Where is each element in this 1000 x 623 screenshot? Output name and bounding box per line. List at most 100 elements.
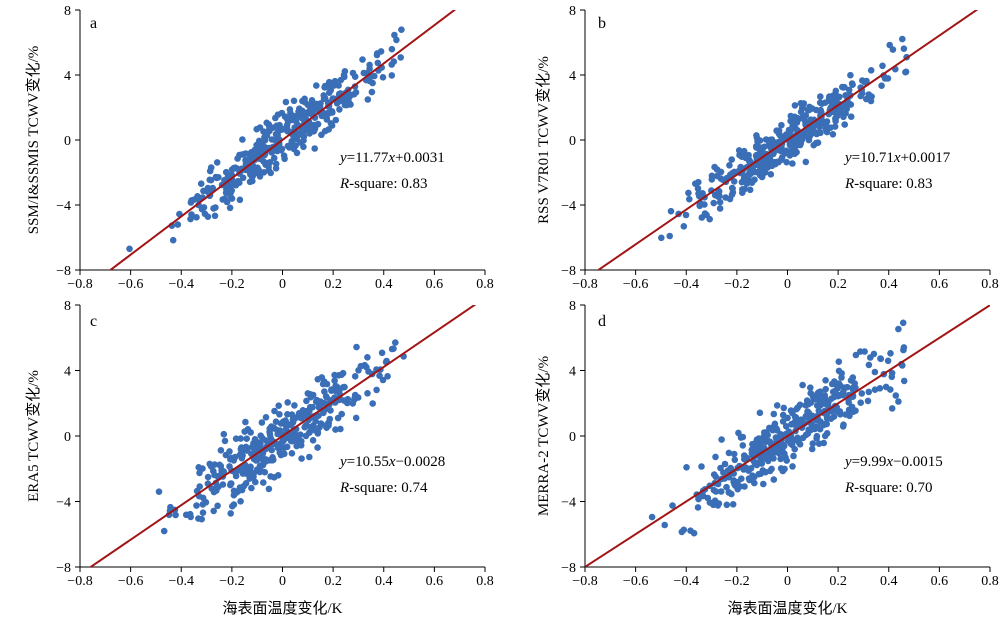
data-point: [193, 502, 200, 509]
data-point: [799, 417, 806, 425]
y-tick-label: −8: [561, 561, 576, 576]
data-point: [717, 168, 725, 176]
data-point: [252, 478, 259, 486]
data-point: [272, 130, 280, 138]
data-point: [753, 132, 760, 139]
data-point: [863, 77, 870, 85]
data-point: [209, 184, 216, 192]
data-point: [244, 426, 252, 433]
data-point: [776, 432, 784, 440]
data-point: [840, 113, 847, 121]
data-point: [307, 109, 315, 116]
data-point: [308, 97, 316, 104]
data-point: [337, 425, 344, 433]
data-point: [236, 151, 243, 159]
data-point: [820, 439, 827, 447]
x-tick-label: 0.8: [476, 277, 494, 292]
data-point: [780, 404, 788, 412]
data-point: [206, 176, 213, 184]
data-point: [332, 116, 340, 124]
data-point: [823, 128, 831, 136]
data-point: [882, 383, 890, 391]
data-point: [741, 483, 748, 490]
data-point: [283, 443, 291, 451]
data-point: [294, 130, 301, 137]
x-tick-label: 0.6: [931, 574, 949, 589]
x-tick-label: −0.2: [724, 277, 749, 292]
data-point: [720, 469, 727, 477]
x-tick-label: −0.2: [219, 277, 244, 292]
data-point: [794, 404, 801, 411]
data-point: [268, 136, 276, 143]
data-point: [757, 455, 764, 463]
y-tick-label: −4: [561, 496, 576, 511]
data-point: [782, 423, 790, 430]
data-point: [377, 48, 385, 55]
panel-c: −0.8 −0.6 −0.4 −0.2 0 0.2 0.4 0.6 0.8 −8 −4 0 4 8 ERA5…: [25, 299, 494, 617]
data-point: [761, 143, 768, 151]
data-point: [289, 437, 296, 445]
data-point: [317, 398, 324, 405]
data-point: [278, 109, 286, 117]
data-point: [248, 173, 256, 181]
data-point: [322, 393, 330, 400]
data-point: [268, 423, 275, 430]
data-point: [836, 107, 843, 115]
data-point: [666, 232, 673, 240]
data-point: [253, 125, 260, 133]
data-point: [809, 440, 817, 447]
data-point: [198, 515, 205, 523]
data-point: [845, 86, 853, 94]
x-tick-label: −0.4: [169, 574, 194, 589]
data-point: [745, 467, 752, 475]
data-point: [332, 426, 339, 433]
r-square-label: R-square: 0.74: [339, 480, 428, 496]
data-point: [735, 147, 743, 154]
data-point: [865, 361, 873, 369]
data-point: [204, 213, 212, 220]
data-point: [803, 397, 811, 404]
data-point: [828, 380, 836, 388]
data-point: [290, 97, 298, 105]
data-point: [735, 429, 742, 437]
data-point: [686, 195, 693, 203]
fit-line: [596, 10, 979, 270]
data-point: [791, 445, 798, 453]
data-point: [196, 469, 203, 477]
data-point: [888, 373, 896, 381]
data-point: [749, 440, 756, 448]
data-point: [283, 125, 291, 133]
data-point: [695, 495, 702, 503]
data-point: [770, 476, 778, 483]
data-point: [373, 386, 380, 394]
x-tick-label: 0.4: [880, 277, 898, 292]
data-point: [378, 349, 386, 357]
data-point: [857, 92, 864, 100]
scatter-points: [126, 26, 405, 253]
data-point: [272, 165, 280, 172]
data-point: [320, 378, 328, 385]
data-point: [745, 475, 753, 482]
regression-equation: y=9.99x−0.0015: [843, 454, 943, 470]
data-point: [773, 402, 781, 409]
data-point: [726, 162, 733, 169]
data-point: [288, 138, 296, 145]
data-point: [379, 74, 387, 81]
data-point: [751, 460, 759, 467]
x-tick-label: −0.4: [169, 277, 194, 292]
data-point: [808, 130, 815, 138]
x-tick-label: 0.4: [375, 574, 393, 589]
data-point: [840, 388, 847, 396]
data-point: [292, 118, 300, 125]
data-point: [188, 211, 195, 218]
data-point: [280, 152, 288, 159]
data-point: [680, 223, 688, 230]
data-point: [289, 416, 297, 423]
data-point: [248, 484, 255, 492]
data-point: [298, 455, 305, 462]
data-point: [227, 480, 234, 488]
data-point: [797, 100, 805, 107]
data-point: [719, 176, 727, 184]
data-point: [320, 409, 327, 417]
y-tick-label: 0: [64, 134, 71, 149]
